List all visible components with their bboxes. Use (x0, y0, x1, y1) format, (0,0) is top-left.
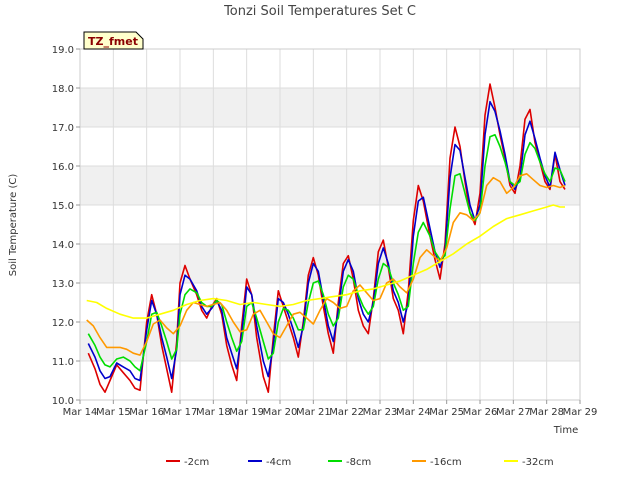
legend-label: -8cm (346, 457, 371, 468)
x-tick-label: Mar 26 (463, 407, 498, 418)
x-tick-label: Mar 29 (563, 407, 598, 418)
chart-title: Tonzi Soil Temperatures Set C (223, 4, 416, 19)
y-tick-label: 15.0 (52, 201, 74, 212)
series-line-minus-4cm (87, 100, 566, 382)
x-tick-label: Mar 16 (129, 407, 164, 418)
x-tick-label: Mar 18 (196, 407, 231, 418)
y-axis-title: Soil Temperature (C) (8, 174, 19, 277)
legend: -2cm -4cm -8cm -16cm -32cm (166, 457, 554, 468)
y-tick-label: 19.0 (52, 45, 74, 56)
x-tick-label: Mar 24 (396, 407, 431, 418)
series-line-minus-8cm (87, 134, 566, 372)
x-tick-label: Mar 17 (163, 407, 198, 418)
x-tick-label: Mar 19 (229, 407, 264, 418)
plot-band (80, 88, 580, 127)
x-axis-title: Time (553, 425, 578, 436)
y-tick-label: 13.0 (52, 279, 74, 290)
y-tick-label: 18.0 (52, 84, 74, 95)
series-line-minus-16cm (86, 173, 566, 356)
badge-box (83, 31, 144, 50)
plot-band (80, 166, 580, 205)
x-tick-label: Mar 14 (63, 407, 98, 418)
x-tick-label: Mar 22 (329, 407, 364, 418)
plot-frame (79, 48, 581, 401)
y-tick-label: 12.0 (52, 318, 74, 329)
badge-label: TZ_fmet (88, 35, 138, 48)
x-tick-label: Mar 23 (363, 407, 398, 418)
y-tick-label: 16.0 (52, 162, 74, 173)
y-tick-label: 14.0 (52, 240, 74, 251)
series-lines (86, 83, 566, 394)
y-axis-ticks: 10.0 11.0 12.0 13.0 14.0 15.0 16.0 17.0 18.0 19.0 (52, 45, 80, 407)
y-tick-label: 17.0 (52, 123, 74, 134)
x-tick-label: Mar 25 (429, 407, 464, 418)
legend-label: -16cm (430, 457, 462, 468)
x-tick-label: Mar 27 (496, 407, 531, 418)
x-tick-label: Mar 28 (529, 407, 564, 418)
y-tick-label: 11.0 (52, 357, 74, 368)
plot-band (80, 244, 580, 283)
series-line-minus-32cm (86, 204, 565, 319)
legend-label: -2cm (184, 457, 209, 468)
x-tick-label: Mar 21 (296, 407, 331, 418)
badge: TZ_fmet (83, 31, 144, 50)
legend-label: -4cm (266, 457, 291, 468)
y-tick-label: 10.0 (52, 396, 74, 407)
x-tick-label: Mar 20 (263, 407, 298, 418)
x-tick-label: Mar 15 (96, 407, 131, 418)
legend-label: -32cm (522, 457, 554, 468)
